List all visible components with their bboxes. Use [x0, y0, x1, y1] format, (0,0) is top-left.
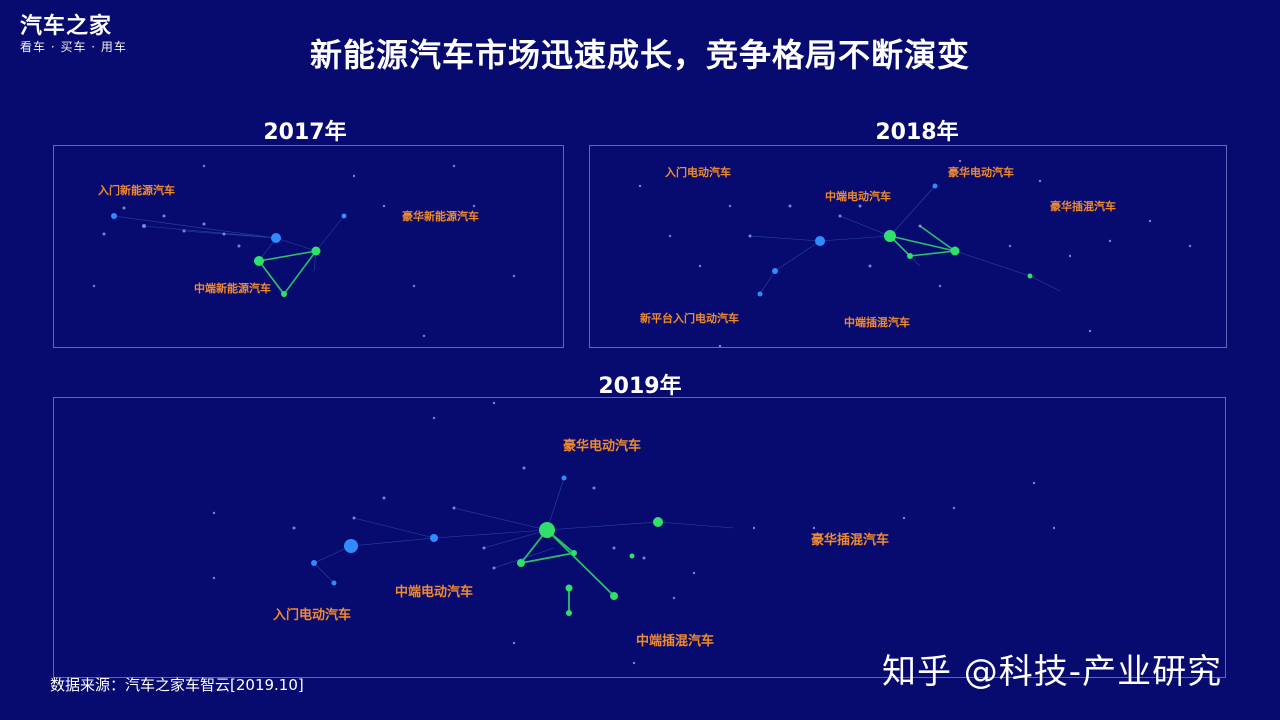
network-panel-2018: 入门电动汽车 中端电动汽车 豪华电动汽车 豪华插混汽车 新平台入门电动汽车 中端… — [589, 145, 1227, 348]
network-graph-2018 — [638, 159, 1192, 347]
network-panel-2017: 入门新能源汽车 豪华新能源汽车 中端新能源汽车 — [53, 145, 564, 348]
cluster-label: 入门新能源汽车 — [98, 184, 175, 197]
panel-title-2018: 2018年 — [875, 120, 959, 145]
data-source-note: 数据来源：汽车之家车智云[2019.10] — [50, 676, 304, 694]
cluster-label: 入门电动汽车 — [273, 608, 352, 623]
panel-title-2019: 2019年 — [598, 374, 682, 399]
cluster-label: 新平台入门电动汽车 — [640, 312, 739, 325]
page-title: 新能源汽车市场迅速成长，竞争格局不断演变 — [309, 36, 970, 74]
network-panel-2019: 豪华电动汽车 豪华插混汽车 中端电动汽车 入门电动汽车 中端插混汽车 — [53, 397, 1226, 678]
cluster-label: 入门电动汽车 — [665, 166, 731, 179]
zhihu-watermark: 知乎 @科技-产业研究 — [882, 652, 1223, 692]
cluster-label: 中端插混汽车 — [844, 316, 910, 329]
logo-name: 汽车之家 — [20, 14, 113, 39]
network-graph-2019 — [212, 401, 1056, 665]
cluster-label: 中端新能源汽车 — [194, 282, 271, 295]
autohome-logo: 汽车之家 看车 · 买车 · 用车 — [20, 14, 127, 54]
network-graph-2017 — [92, 164, 516, 338]
logo-tagline: 看车 · 买车 · 用车 — [20, 40, 127, 54]
cluster-label: 豪华插混汽车 — [1050, 200, 1116, 213]
cluster-label: 豪华插混汽车 — [811, 533, 890, 548]
cluster-label: 中端电动汽车 — [825, 190, 891, 203]
cluster-label: 豪华电动汽车 — [563, 439, 642, 454]
cluster-label: 豪华新能源汽车 — [402, 210, 479, 223]
cluster-label: 中端电动汽车 — [395, 585, 474, 600]
cluster-label: 豪华电动汽车 — [948, 166, 1014, 179]
cluster-label: 中端插混汽车 — [636, 634, 715, 649]
panel-title-2017: 2017年 — [263, 120, 347, 145]
